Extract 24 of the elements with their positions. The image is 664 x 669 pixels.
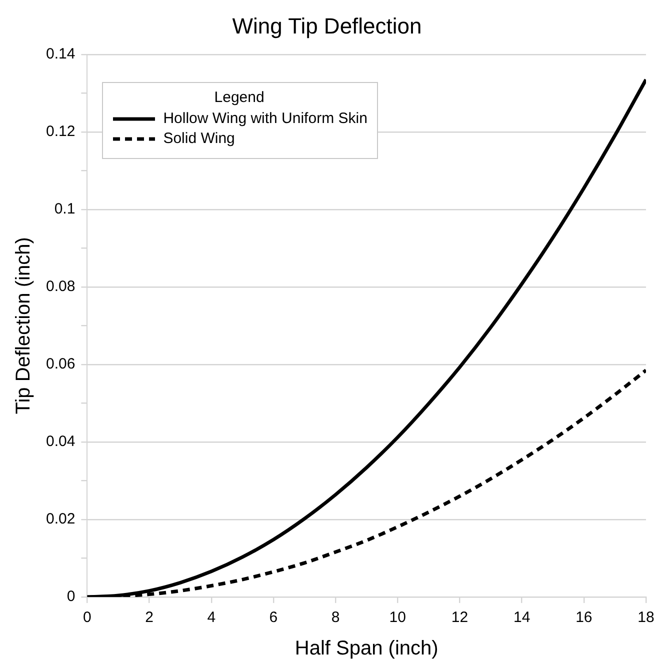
y-tick-label: 0.06: [46, 356, 76, 373]
y-tick-label: 0.14: [46, 46, 76, 63]
chart-title: Wing Tip Deflection: [232, 13, 422, 38]
x-tick-label: 4: [207, 609, 216, 626]
x-tick-label: 14: [513, 609, 530, 626]
x-tick-label: 2: [145, 609, 154, 626]
y-tick-label: 0: [66, 588, 76, 606]
x-tick-label: 10: [389, 609, 406, 626]
y-tick-label: 0.08: [46, 278, 76, 296]
x-tick-label: 0: [83, 609, 92, 626]
x-tick-label: 18: [638, 609, 654, 626]
legend-title: Legend: [213, 89, 266, 106]
legend-label: Solid Wing: [163, 130, 235, 148]
y-tick-label: 0.1: [54, 200, 76, 218]
y-tick-label: 0.04: [46, 433, 76, 450]
x-tick-label: 16: [576, 609, 592, 626]
x-axis-title: Half Span (inch): [294, 638, 438, 660]
y-tick-label: 0.02: [46, 510, 76, 528]
legend-label: Hollow Wing with Uniform Skin: [163, 110, 368, 128]
x-tick-label: 6: [269, 609, 278, 626]
y-axis-title: Tip Deflection (inch): [12, 237, 35, 414]
y-tick-label: 0.12: [46, 123, 76, 140]
x-tick-label: 8: [331, 609, 340, 626]
x-tick-label: 12: [451, 609, 468, 626]
